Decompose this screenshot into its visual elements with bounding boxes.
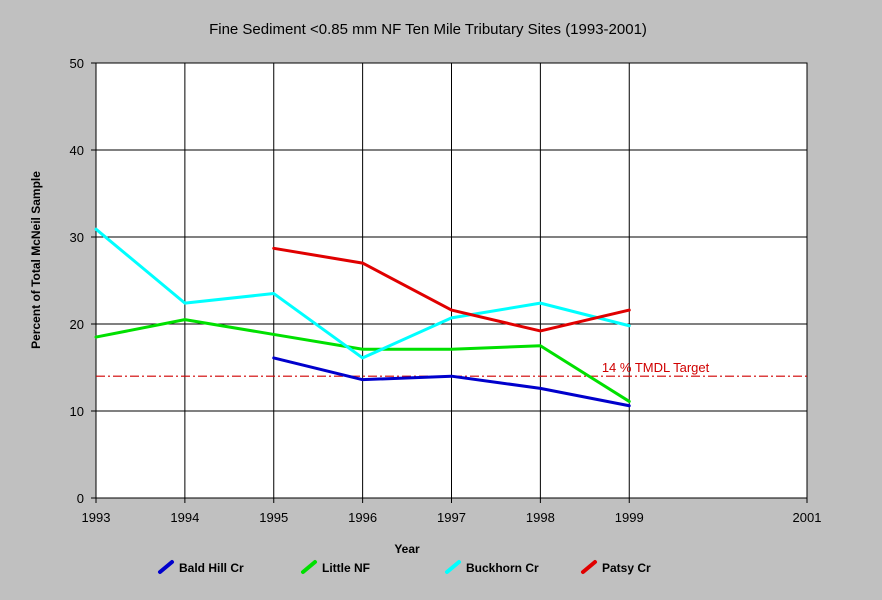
x-axis-label: Year [394, 542, 420, 556]
target-line-label: 14 % TMDL Target [602, 360, 710, 375]
legend-label: Bald Hill Cr [179, 561, 244, 575]
x-tick-label: 1995 [259, 510, 288, 525]
legend-swatch [581, 560, 597, 574]
legend-swatch [158, 560, 174, 574]
series-line-bald-hill-cr [272, 356, 631, 408]
x-tick-label: 1993 [82, 510, 111, 525]
legend-swatch [301, 560, 317, 574]
x-tick-label: 1998 [526, 510, 555, 525]
legend-label: Patsy Cr [602, 561, 651, 575]
plot-layer: 1993 1994 1995 1996 1997 1998 1999 2001 0 10 20 30 4… [70, 56, 822, 525]
chart-title: Fine Sediment <0.85 mm NF Ten Mile Tribu… [209, 21, 647, 38]
legend-swatch [445, 560, 461, 574]
y-tick-label: 30 [70, 230, 84, 245]
series-line-little-nf [94, 318, 631, 403]
legend: Bald Hill Cr Little NF Buckhorn Cr Patsy Cr [158, 560, 651, 575]
y-axis-label: Percent of Total McNeil Sample [29, 171, 43, 349]
y-tick-label: 40 [70, 143, 84, 158]
series-line-buckhorn-cr [94, 227, 631, 360]
y-tick-label: 10 [70, 404, 84, 419]
x-tick-label: 2001 [793, 510, 822, 525]
x-tick-label: 1996 [348, 510, 377, 525]
x-tick-label: 1997 [437, 510, 466, 525]
legend-label: Little NF [322, 561, 370, 575]
y-tick-label: 50 [70, 56, 84, 71]
x-tick-label: 1999 [615, 510, 644, 525]
series-line-patsy-cr [272, 246, 631, 333]
y-tick-label: 0 [77, 491, 84, 506]
x-tick-label: 1994 [170, 510, 199, 525]
legend-label: Buckhorn Cr [466, 561, 539, 575]
y-tick-label: 20 [70, 317, 84, 332]
